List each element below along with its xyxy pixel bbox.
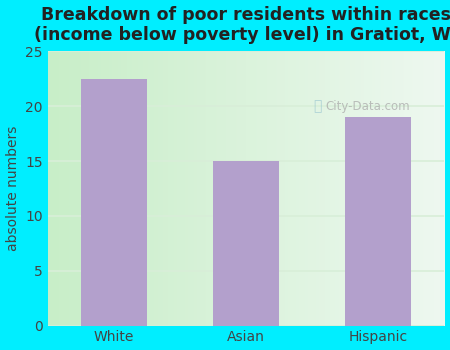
Title: Breakdown of poor residents within races
(income below poverty level) in Gratiot: Breakdown of poor residents within races… [34, 6, 450, 44]
Text: ⦿: ⦿ [314, 99, 322, 113]
Bar [81, 79, 147, 326]
Bar [213, 161, 279, 326]
Bar [345, 117, 411, 326]
Y-axis label: absolute numbers: absolute numbers [5, 126, 19, 251]
Text: City-Data.com: City-Data.com [325, 100, 410, 113]
